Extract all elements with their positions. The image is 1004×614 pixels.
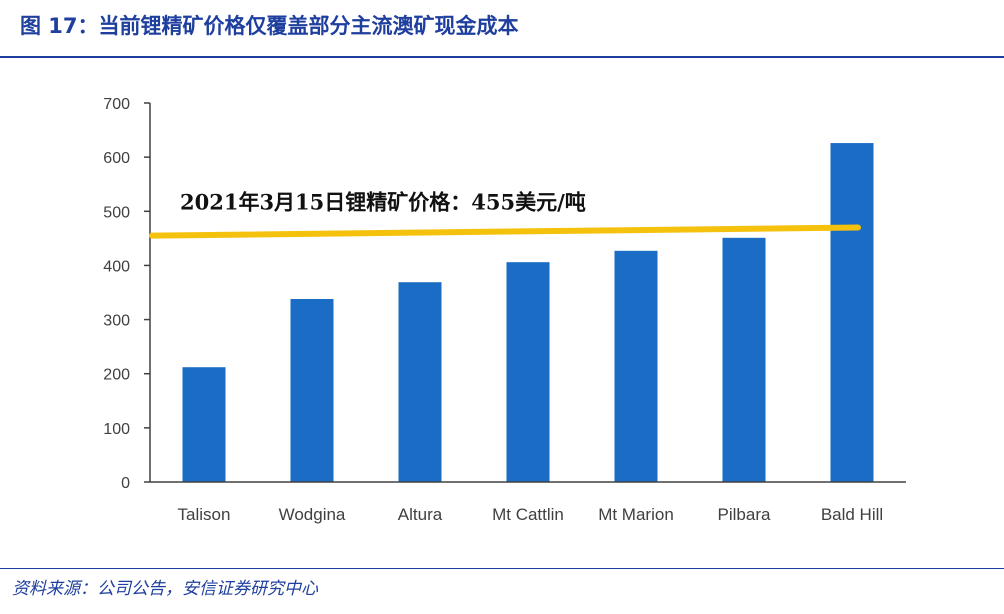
bar-mt-cattlin (506, 262, 550, 482)
y-tick-label: 100 (103, 421, 130, 438)
bar-pilbara (722, 237, 766, 482)
bar-mt-marion (614, 250, 658, 482)
y-tick-label: 200 (103, 367, 130, 384)
x-tick-label: Altura (398, 505, 443, 524)
x-tick-label: Mt Cattlin (492, 505, 564, 524)
y-tick-label: 500 (103, 204, 130, 221)
reference-line-label: 2021年3月15日锂精矿价格：455美元/吨 (180, 189, 586, 214)
reference-line (149, 224, 861, 239)
y-tick-label: 0 (121, 475, 130, 492)
bar-bald-hill (830, 143, 874, 482)
bar-chart: 0 100 200 300 400 500 600 700 Talison Wodgina Alt… (103, 96, 906, 524)
y-tick-label: 700 (103, 96, 130, 113)
y-tick-label: 600 (103, 150, 130, 167)
x-axis: Talison Wodgina Altura Mt Cattlin Mt Marion P… (150, 481, 906, 524)
x-tick-label: Mt Marion (598, 505, 674, 524)
y-axis: 0 100 200 300 400 500 600 700 (103, 96, 151, 492)
title-bar: 图 17：当前锂精矿价格仅覆盖部分主流澳矿现金成本 (0, 0, 1004, 58)
bar-altura (398, 282, 442, 482)
bar-talison (182, 367, 226, 482)
y-tick-label: 300 (103, 313, 130, 330)
figure-title: 图 17：当前锂精矿价格仅覆盖部分主流澳矿现金成本 (20, 14, 519, 38)
price-reference-line: 2021年3月15日锂精矿价格：455美元/吨 (149, 189, 861, 239)
x-tick-label: Pilbara (718, 505, 771, 524)
source-note: 资料来源：公司公告，安信证券研究中心 (12, 579, 318, 599)
x-tick-label: Bald Hill (821, 505, 883, 524)
bar-wodgina (290, 298, 334, 482)
bars (182, 143, 874, 482)
y-tick-label: 400 (103, 258, 130, 275)
x-tick-label: Talison (178, 505, 231, 524)
x-tick-label: Wodgina (279, 505, 346, 524)
footer-divider (0, 568, 1004, 569)
